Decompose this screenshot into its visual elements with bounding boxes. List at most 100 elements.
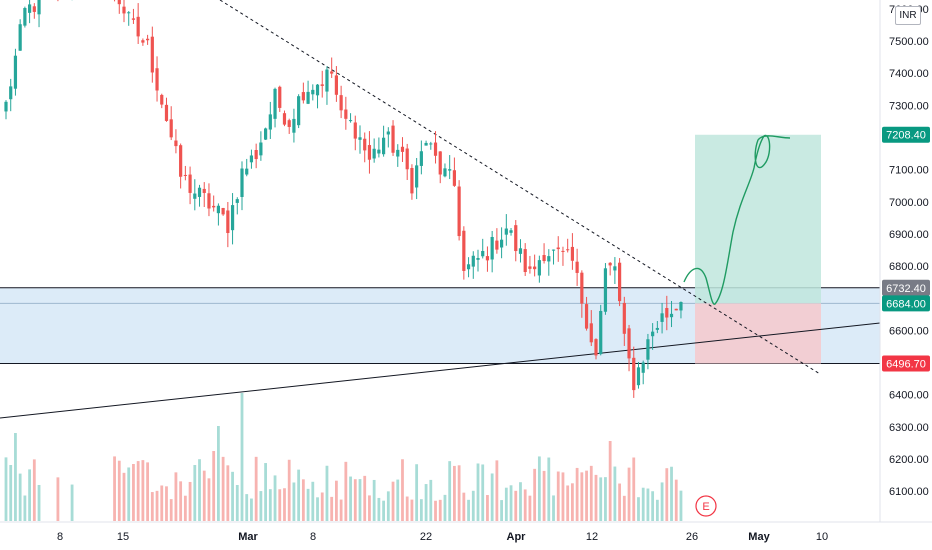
volume-bar: [571, 483, 574, 521]
volume-bar: [301, 479, 305, 521]
volume-bar: [632, 457, 636, 521]
candle-body: [627, 328, 631, 359]
volume-bar: [429, 479, 433, 521]
volume-bar: [250, 498, 253, 521]
volume-bar: [481, 464, 485, 521]
candle-body: [363, 138, 367, 151]
volume-bar: [179, 481, 183, 521]
candle-body: [584, 304, 589, 329]
price-badge: [882, 355, 930, 372]
volume-bar: [424, 484, 428, 521]
volume-bar: [141, 460, 145, 521]
candle-body: [273, 88, 277, 119]
candle-body: [419, 151, 423, 166]
candle-body: [551, 249, 556, 251]
candle-body: [28, 4, 32, 13]
volume-bar: [292, 482, 296, 521]
volume-bar: [372, 479, 376, 521]
candle-body: [37, 0, 41, 15]
candle-body: [174, 140, 178, 147]
loss-zone[interactable]: [695, 303, 821, 364]
candle-body: [382, 137, 386, 155]
volume-bar: [150, 492, 154, 521]
descending-trendline[interactable]: [219, 0, 821, 375]
long-position-tool[interactable]: [695, 134, 821, 364]
candle-body: [481, 250, 485, 257]
earnings-marker[interactable]: E: [695, 495, 717, 517]
price-badge-text: 6732.40: [886, 283, 926, 295]
volume-bar: [358, 479, 362, 521]
trendlines[interactable]: [0, 0, 881, 419]
y-tick-label: 7500.00: [889, 36, 929, 48]
projection-path: [683, 134, 791, 305]
volume-bar: [306, 488, 310, 521]
candle-body: [485, 256, 490, 261]
y-tick-label: 7100.00: [889, 165, 929, 177]
candle-body: [216, 205, 220, 214]
candle-body: [315, 84, 320, 96]
x-tick-label: 12: [586, 531, 598, 543]
ascending-trendline[interactable]: [0, 322, 881, 419]
volume-bar: [349, 476, 352, 521]
candle-body: [164, 104, 169, 121]
price-badge: [882, 279, 930, 296]
volume-bar: [401, 459, 404, 521]
volume-bar: [604, 477, 607, 521]
volume-bar: [646, 488, 650, 521]
candle-body: [127, 12, 131, 14]
volume-bar: [462, 492, 466, 521]
volume-bar: [608, 441, 612, 521]
candle-body: [424, 142, 428, 146]
candle-body: [353, 122, 357, 139]
volume-bar: [330, 496, 334, 521]
candle-body: [443, 168, 447, 177]
candle-body: [500, 239, 504, 248]
candle-body: [254, 149, 258, 160]
price-badge: [882, 295, 930, 312]
candle-body: [599, 310, 603, 355]
volume-bar: [9, 464, 13, 521]
candle-body: [547, 256, 551, 262]
volume-bar: [552, 495, 555, 521]
candle-body: [339, 95, 343, 111]
candle-body: [377, 149, 381, 154]
time-axis[interactable]: 8 15 Mar 8 22 Apr 12 26 May 10: [0, 521, 932, 543]
candle-body: [179, 145, 183, 177]
volume-bar: [344, 461, 348, 521]
volume-bar: [457, 465, 461, 521]
candle-body: [438, 151, 442, 175]
x-tick-label: 26: [686, 531, 698, 543]
candle-body: [580, 272, 584, 304]
candle-body: [23, 8, 27, 26]
volume-bar: [627, 467, 631, 521]
candle-body: [476, 257, 480, 260]
candle-body: [433, 142, 438, 156]
candle-body: [226, 210, 230, 234]
volume-bar: [146, 462, 149, 521]
currency-label[interactable]: INR: [895, 6, 921, 25]
volume-bar: [377, 497, 381, 521]
volume-bar: [56, 477, 60, 521]
volume-bar: [202, 470, 206, 521]
volume-bar: [183, 495, 187, 521]
volume-bar: [519, 482, 522, 521]
volume-bar: [561, 472, 565, 521]
candle-body: [462, 230, 466, 271]
candle-body: [622, 302, 626, 334]
volume-bar: [122, 472, 126, 521]
volume-bar: [415, 464, 419, 521]
candle-body: [117, 0, 121, 5]
candle-body: [249, 155, 254, 163]
candle-body: [188, 174, 192, 193]
x-tick-label: 15: [117, 531, 129, 543]
volume-bar: [504, 487, 508, 521]
candle-body: [32, 6, 36, 12]
volume-bar: [287, 459, 291, 521]
volume-bar: [523, 489, 527, 521]
volume-bar: [386, 491, 390, 521]
y-tick-label: 6600.00: [889, 325, 929, 337]
profit-zone[interactable]: [695, 134, 821, 304]
volume-bar: [14, 433, 17, 521]
candle-body: [372, 148, 376, 159]
